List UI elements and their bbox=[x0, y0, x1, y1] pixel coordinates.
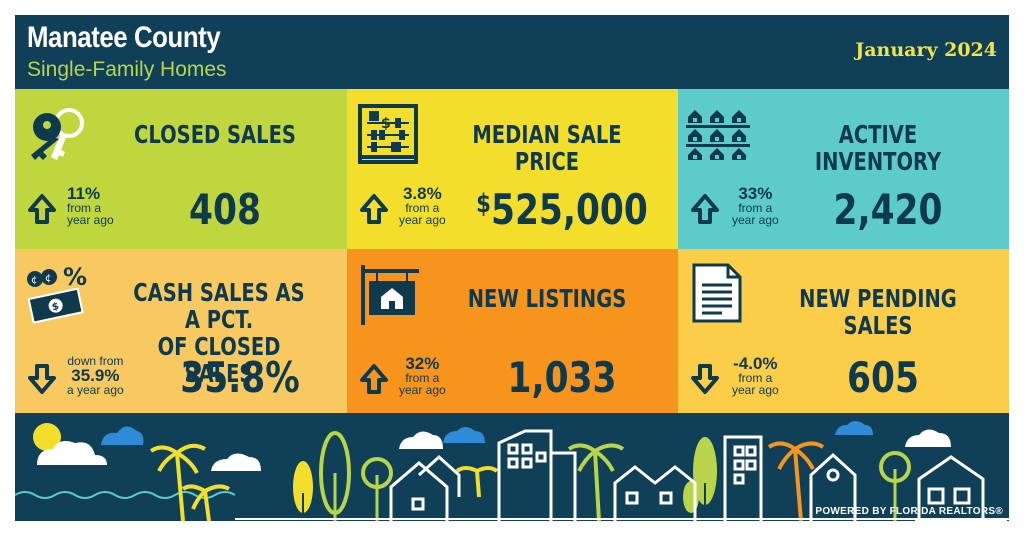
svg-text:$: $ bbox=[51, 301, 60, 313]
tree-icon bbox=[293, 461, 313, 513]
change-text: 32% from a year ago bbox=[399, 354, 446, 397]
page-subtitle: Single-Family Homes bbox=[27, 58, 227, 81]
palm-tree-icon bbox=[181, 484, 231, 521]
arrow-down-icon bbox=[691, 364, 719, 394]
header: Manatee County Single-Family Homes Janua… bbox=[15, 15, 1009, 89]
cloud-icon bbox=[835, 421, 873, 435]
report-date: January 2024 bbox=[855, 39, 997, 61]
tile-value: $525,000 bbox=[476, 185, 648, 234]
palm-tree-icon bbox=[455, 466, 499, 498]
tile-active-inventory: ACTIVE INVENTORY 33% from a year ago 2,4… bbox=[678, 89, 1009, 249]
tile-median-sale-price: $ MEDIAN SALE PRICE 3.8% from a year ago… bbox=[347, 89, 678, 249]
tile-label: ACTIVE INVENTORY bbox=[814, 120, 942, 176]
tree-icon bbox=[693, 437, 717, 505]
change-text: down from 35.9% a year ago bbox=[67, 354, 124, 397]
keys-icon bbox=[31, 108, 84, 160]
tile-new-listings: NEW LISTINGS 32% from a year ago 1,033 bbox=[347, 249, 678, 413]
document-icon bbox=[692, 263, 742, 323]
infographic: Manatee County Single-Family Homes Janua… bbox=[15, 15, 1009, 521]
currency-symbol: $ bbox=[476, 189, 491, 219]
sun-icon bbox=[33, 423, 61, 451]
change-text: 3.8% from a year ago bbox=[399, 184, 446, 227]
cash-percent-icon: % ¢ ¢ $ bbox=[27, 263, 87, 324]
palm-tree-icon bbox=[767, 441, 825, 521]
tree-icon bbox=[683, 481, 699, 513]
cloud-icon bbox=[101, 426, 144, 445]
median-price-value: 525,000 bbox=[490, 185, 648, 234]
tile-label: NEW PENDING SALES bbox=[799, 284, 957, 340]
cloud-icon bbox=[443, 427, 485, 443]
svg-text:$: $ bbox=[381, 116, 391, 132]
tile-new-pending-sales: NEW PENDING SALES -4.0% from a year ago … bbox=[678, 249, 1009, 413]
tile-cash-sales: % ¢ ¢ $ CASH SALES AS A PCT. OF CLOSED S… bbox=[15, 249, 347, 413]
change-text: 11% from a year ago bbox=[67, 184, 114, 227]
tile-label-line: CASH SALES AS A PCT. bbox=[133, 278, 305, 334]
arrow-up-icon bbox=[691, 194, 719, 224]
decorative-scene: POWERED BY FLORIDA REALTORS® bbox=[15, 413, 1009, 521]
landscape-illustration bbox=[15, 421, 1009, 521]
cloud-icon bbox=[905, 429, 951, 447]
tile-closed-sales: CLOSED SALES 11% from a year ago 408 bbox=[15, 89, 347, 249]
abacus-icon: $ bbox=[358, 104, 418, 164]
arrow-up-icon bbox=[360, 194, 388, 224]
svg-text:¢: ¢ bbox=[31, 275, 37, 286]
arrow-up-icon bbox=[28, 194, 56, 224]
cloud-icon bbox=[211, 453, 261, 471]
tile-value: 1,033 bbox=[507, 353, 617, 402]
powered-by-credit: POWERED BY FLORIDA REALTORS® bbox=[815, 506, 1003, 517]
tile-label: CASH SALES AS A PCT. OF CLOSED SALES bbox=[125, 279, 312, 387]
change-text: -4.0% from a year ago bbox=[732, 354, 779, 397]
tile-label: MEDIAN SALE PRICE bbox=[472, 120, 622, 176]
svg-text:%: % bbox=[63, 263, 87, 291]
arrow-down-icon bbox=[28, 364, 56, 394]
palm-tree-icon bbox=[567, 443, 625, 521]
cloud-icon bbox=[37, 441, 107, 465]
houses-grid-icon bbox=[686, 110, 750, 160]
palm-tree-icon bbox=[149, 443, 206, 521]
cloud-icon bbox=[399, 431, 443, 449]
tile-label: NEW LISTINGS bbox=[467, 284, 627, 313]
tile-label-line: OF CLOSED SALES bbox=[157, 332, 281, 388]
tile-value: 408 bbox=[189, 185, 261, 234]
svg-text:¢: ¢ bbox=[45, 273, 51, 284]
page-title: Manatee County bbox=[27, 21, 221, 54]
tile-value: 35.8% bbox=[180, 353, 300, 402]
listing-sign-icon bbox=[361, 265, 419, 325]
change-text: 33% from a year ago bbox=[732, 184, 779, 227]
buildings-icon bbox=[389, 429, 1007, 521]
tile-label: CLOSED SALES bbox=[134, 120, 296, 149]
arrow-up-icon bbox=[360, 364, 388, 394]
tile-value: 605 bbox=[847, 353, 919, 402]
tile-value: 2,420 bbox=[833, 185, 943, 234]
